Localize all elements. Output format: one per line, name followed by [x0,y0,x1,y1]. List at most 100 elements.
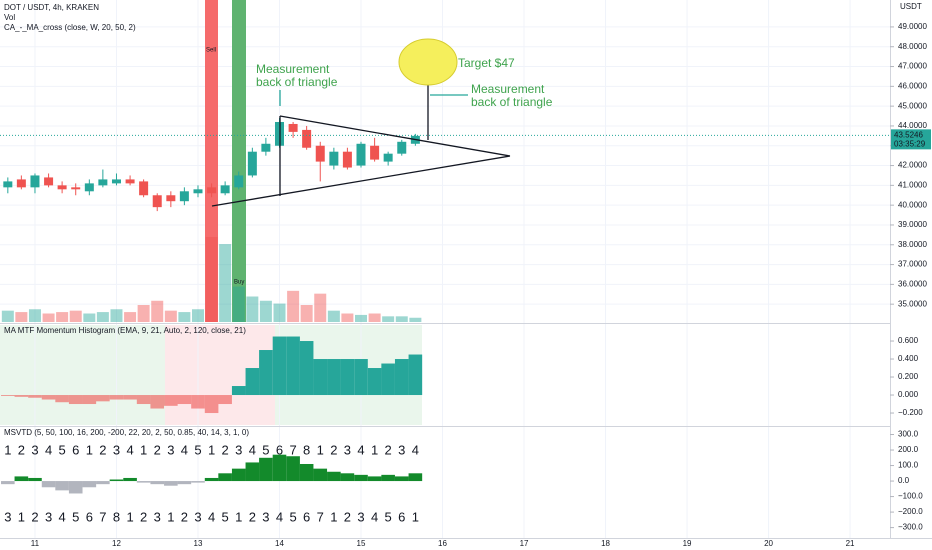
y-tick-label: −0.200 [898,408,923,417]
y-tick-label: 200.0 [898,445,919,454]
histogram-bar [272,336,287,396]
y-tick-label: −300.0 [898,523,923,532]
trendline [211,155,511,207]
y-tick-label: 42.0000 [898,161,927,170]
candle-body [193,189,203,194]
histogram-bar [150,395,165,409]
histogram-bar [177,481,192,485]
volume-bar [164,310,177,322]
y-tick-label: 0.000 [898,390,919,399]
count-label: 1 [86,442,93,457]
count-label: 1 [412,509,419,524]
histogram-bar [299,341,314,396]
x-tick-label: 13 [194,539,203,548]
candle-body [329,151,339,166]
candle-body [179,191,189,202]
count-label: 4 [249,442,256,457]
y-tick-label: 40.0000 [898,200,927,209]
y-tick-label: 35.0000 [898,299,927,308]
y-tick-label: 300.0 [898,430,919,439]
count-label: 2 [330,442,337,457]
histogram-bar [218,473,232,482]
y-tick-label: 37.0000 [898,260,927,269]
candle-body [288,123,298,132]
histogram-bar [340,359,355,396]
histogram-bar [286,456,300,482]
histogram-bar [245,462,260,482]
count-label: 6 [276,442,283,457]
count-label: 3 [167,442,174,457]
histogram-bar [191,395,205,409]
count-label: 1 [18,509,25,524]
chart-title: DOT / USDT, 4h, KRAKEN [4,3,99,12]
count-label: 1 [167,509,174,524]
count-label: 1 [208,442,215,457]
y-tick-label: 44.0000 [898,121,927,130]
y-tick-label: −100.0 [898,492,923,501]
count-label: 5 [262,442,269,457]
count-label: 5 [58,442,65,457]
candle-body [44,177,54,186]
count-label: 1 [235,509,242,524]
histogram-bar [354,359,368,396]
count-label: 1 [317,442,324,457]
histogram-bar [109,479,124,482]
sell-band [205,0,218,322]
x-tick-label: 21 [846,539,855,548]
histogram-bar [367,476,382,482]
volume-bar [137,305,150,322]
count-label: 2 [154,442,161,457]
count-label: 7 [289,442,296,457]
histogram-bar [286,336,300,396]
volume-bar [409,317,422,322]
count-label: 5 [222,509,229,524]
target-ellipse [398,38,458,86]
candle-body [397,141,407,154]
annotation: Measurement [471,82,545,96]
count-label: 5 [194,442,201,457]
histogram-bar [14,395,29,397]
histogram-bar [164,395,178,406]
volume-bar [219,244,232,322]
subtitle: CA_-_MA_cross (close, W, 20, 50, 2) [4,23,136,32]
volume-bar [341,313,354,322]
y-tick-label: 45.0000 [898,101,927,110]
grid [0,0,890,538]
volume-bar [259,300,272,322]
annotation: back of triangle [471,95,553,109]
count-label: 6 [72,442,79,457]
count-label: 5 [72,509,79,524]
histogram-bar [123,477,137,482]
histogram-bar [136,395,151,405]
histogram-bar [299,463,314,482]
count-label: 2 [18,442,25,457]
annotation: back of triangle [256,75,338,89]
histogram-bar [136,481,151,483]
volume-bar [327,310,340,322]
histogram-bar [123,395,137,400]
candle-body [16,179,26,188]
volume-bar [382,316,395,322]
volume-bar [69,310,82,322]
x-tick-label: 14 [275,539,284,548]
volume-bar [15,312,28,322]
histogram-bar [408,354,423,396]
count-label: 3 [262,509,269,524]
volume-bar [1,310,14,322]
volume-bar [368,313,381,322]
count-label: 4 [181,442,188,457]
histogram-bar [245,368,260,396]
count-label: 3 [357,509,364,524]
count-label: 2 [140,509,147,524]
count-label: 1 [140,442,147,457]
count-label: 3 [154,509,161,524]
count-label: 2 [344,509,351,524]
count-label: 4 [45,442,52,457]
volume-bar [110,309,123,322]
candle-body [125,179,135,184]
count-label: 2 [31,509,38,524]
volume-bar [191,309,204,322]
volume-bar [42,313,55,322]
volume-bar [96,312,109,322]
volume-bar [205,237,218,322]
